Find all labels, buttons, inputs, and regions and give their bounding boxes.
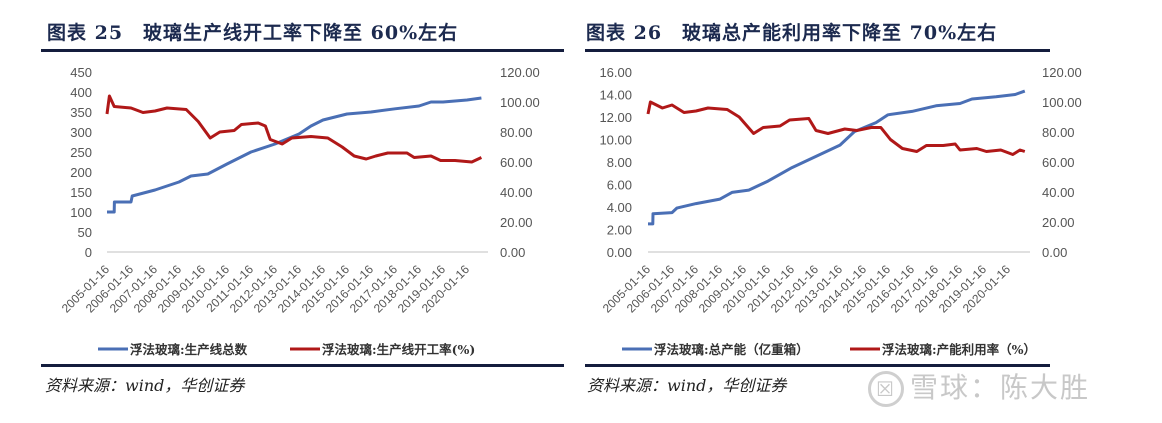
left-axis-tick-label: 4.00 (607, 200, 632, 215)
left-axis-tick-label: 100 (70, 205, 92, 220)
left-axis-tick-label: 16.00 (599, 65, 632, 80)
legend-label: 浮法玻璃:生产线开工率(%) (322, 342, 475, 357)
series-line-red (646, 100, 1026, 156)
watermark: ☒ 雪球：陈大胜 (868, 366, 1090, 407)
right-axis-tick-label: 100.00 (1042, 95, 1082, 110)
legend-label: 浮法玻璃:产能利用率（%） (882, 342, 1036, 357)
chart-26: 0.00 2.00 4.00 6.00 8.00 10.00 12.00 14.00 16.00… (599, 65, 1082, 357)
legend-label: 浮法玻璃:生产线总数 (130, 342, 248, 357)
series-line-blue (107, 96, 482, 214)
left-axis-tick-label: 250 (70, 145, 92, 160)
left-axis-tick-label: 6.00 (607, 178, 632, 193)
left-axis-tick-label: 450 (70, 65, 92, 80)
left-axis-tick-label: 14.00 (599, 88, 632, 103)
right-axis-tick-label: 40.00 (1042, 185, 1075, 200)
source-divider (41, 364, 564, 367)
right-axis-tick-label: 0.00 (1042, 245, 1067, 260)
right-axis-tick-label: 60.00 (1042, 155, 1075, 170)
left-axis-tick-label: 200 (70, 165, 92, 180)
left-axis-tick-label: 350 (70, 105, 92, 120)
left-axis-tick-label: 50 (78, 225, 92, 240)
left-axis-tick-label: 150 (70, 185, 92, 200)
source-note: 资料来源：wind，华创证券 (45, 376, 245, 395)
left-axis-tick-label: 2.00 (607, 223, 632, 238)
right-axis-tick-label: 60.00 (500, 155, 533, 170)
chart-title-26: 图表 26 玻璃总产能利用率下降至 70%左右 (586, 22, 998, 44)
title-divider (41, 49, 564, 52)
watermark-text: 雪球：陈大胜 (910, 371, 1091, 404)
series-line-red (105, 94, 483, 164)
right-axis-tick-label: 80.00 (1042, 125, 1075, 140)
title-divider (585, 49, 1050, 52)
left-axis-tick-label: 300 (70, 125, 92, 140)
left-axis-tick-label: 8.00 (607, 155, 632, 170)
chart-25: 0 50 100 150 200 250 300 350 400 450 0.00 20.00 40.0… (59, 65, 540, 357)
legend-label: 浮法玻璃:总产能（亿重箱） (654, 342, 809, 357)
series-line-blue (648, 89, 1026, 226)
right-axis-tick-label: 100.00 (500, 95, 540, 110)
left-axis-tick-label: 10.00 (599, 133, 632, 148)
right-axis-tick-label: 20.00 (1042, 215, 1075, 230)
left-axis-tick-label: 400 (70, 85, 92, 100)
left-axis-tick-label: 0.00 (607, 245, 632, 260)
chart-title-25: 图表 25 玻璃生产线开工率下降至 60%左右 (47, 22, 459, 44)
right-axis-tick-label: 120.00 (500, 65, 540, 80)
right-axis-tick-label: 80.00 (500, 125, 533, 140)
right-axis-tick-label: 40.00 (500, 185, 533, 200)
source-divider (585, 364, 1050, 367)
right-axis-tick-label: 20.00 (500, 215, 533, 230)
right-axis-tick-label: 120.00 (1042, 65, 1082, 80)
left-axis-tick-label: 0 (85, 245, 92, 260)
source-note: 资料来源：wind，华创证券 (587, 376, 787, 395)
right-axis-tick-label: 0.00 (500, 245, 525, 260)
left-axis-tick-label: 12.00 (599, 110, 632, 125)
snowball-logo-icon: ☒ (868, 371, 904, 407)
